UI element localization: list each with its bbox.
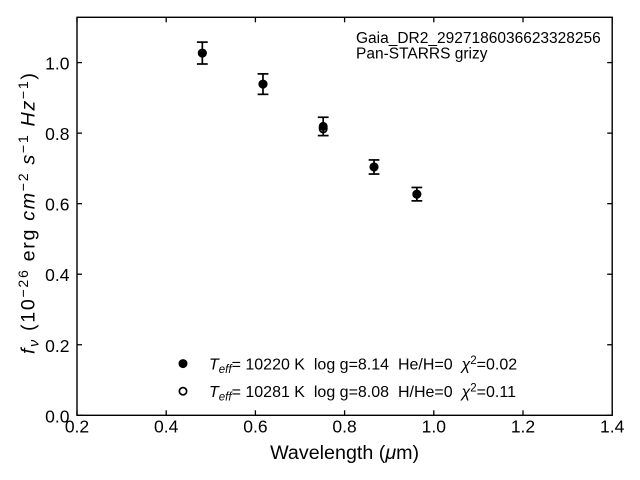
x-tick-label: 1.4 <box>600 417 625 437</box>
data-point-filled <box>412 189 422 199</box>
legend-entry-label: Teff= 10220 K log g=8.14 He/H=0 χ2=0.02 <box>209 355 517 376</box>
x-tick-label: 0.4 <box>154 417 179 437</box>
x-tick-label: 0.2 <box>65 417 89 437</box>
y-tick-label: 0.0 <box>45 406 70 426</box>
data-point-filled <box>258 79 268 89</box>
y-tick-label: 0.4 <box>45 265 70 285</box>
data-point-filled <box>369 162 379 172</box>
y-tick-label: 0.8 <box>45 124 69 144</box>
y-tick-label: 0.2 <box>45 336 69 356</box>
x-tick-label: 1.0 <box>422 417 447 437</box>
x-tick-label: 0.6 <box>243 417 267 437</box>
data-point-filled <box>197 48 207 58</box>
x-axis-label: Wavelength (μm) <box>270 442 419 464</box>
annotation-line-2: Pan-STARRS grizy <box>356 46 488 63</box>
annotation-line-1: Gaia_DR2_2927186036623328256 <box>356 30 601 47</box>
data-point-filled <box>318 121 328 131</box>
y-tick-label: 1.0 <box>45 54 70 74</box>
y-tick-label: 0.6 <box>45 195 69 215</box>
legend-marker-open <box>178 386 188 396</box>
y-axis-label: fν (10−26 erg cm−2 s−1 Hz−1) <box>16 73 43 354</box>
legend-marker-filled <box>178 359 188 369</box>
x-tick-label: 0.8 <box>332 417 356 437</box>
x-tick-label: 1.2 <box>511 417 535 437</box>
legend-entry-label: Teff= 10281 K log g=8.08 H/He=0 χ2=0.11 <box>209 383 516 404</box>
